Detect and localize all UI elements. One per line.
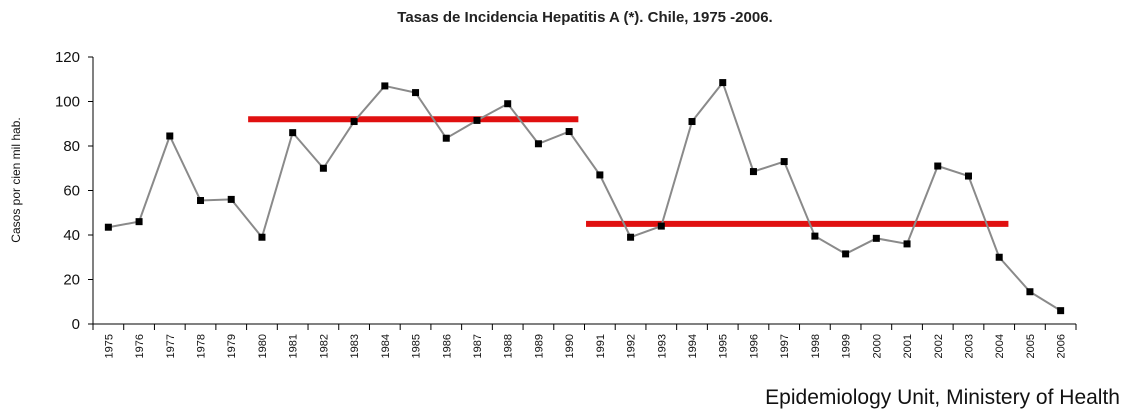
y-tick-label: 20 [63,272,80,289]
x-tick-label: 2000 [871,334,883,358]
data-point [749,168,757,176]
data-point [719,79,727,87]
x-tick-label: 1987 [472,334,484,358]
x-tick-label: 1977 [165,334,177,358]
data-point [565,128,573,136]
x-tick-label: 1992 [626,334,638,358]
x-tick-label: 2004 [994,334,1006,358]
x-tick-label: 2006 [1056,334,1068,358]
reference-lines [248,116,1009,227]
data-point [657,222,665,230]
x-tick-label: 1981 [288,334,300,358]
source-note: Epidemiology Unit, Ministery of Health [765,386,1120,409]
x-tick-label: 1978 [196,334,208,358]
x-tick-label: 1995 [718,334,730,358]
data-point [872,234,880,242]
data-point [197,197,205,205]
x-tick-label: 1996 [748,334,760,358]
x-tick-label: 1998 [810,334,822,358]
x-tick-label: 1989 [533,334,545,358]
y-tick-label: 60 [63,183,80,200]
data-point [1057,307,1065,315]
data-point [350,118,358,126]
data-point [811,232,819,240]
data-point [1026,288,1034,296]
x-tick-label: 1988 [503,334,515,358]
y-axis-label: Casos por cien mil hab. [9,117,23,242]
data-point [964,172,972,180]
x-tick-label: 1979 [226,334,238,358]
data-point [227,195,235,203]
data-point [627,233,635,241]
y-tick-label: 80 [63,138,80,155]
x-tick-label: 1984 [380,334,392,358]
x-tick-label: 1997 [779,334,791,358]
x-tick-label: 2002 [933,334,945,358]
x-tick-label: 1982 [318,334,330,358]
data-point [412,89,420,97]
x-tick-label: 1986 [441,334,453,358]
x-tick-label: 1975 [103,334,115,358]
x-tick-label: 1976 [134,334,146,358]
series-line [108,80,1062,312]
data-point [473,116,481,124]
x-tick-label: 1983 [349,334,361,358]
data-point [903,240,911,248]
y-tick-label: 40 [63,227,80,244]
data-point [534,140,542,148]
x-tick-label: 1985 [411,334,423,358]
data-point [166,132,174,140]
series-group [104,79,1065,315]
data-point [135,218,143,226]
x-tick-label: 1994 [687,334,699,358]
data-point [780,158,788,166]
y-axis-label-group: Casos por cien mil hab. [9,117,23,242]
data-point [442,134,450,142]
x-ticks: 1975 1976 1977 1978 1979 1980 1981 1982 1983 1984… [92,324,1077,358]
x-tick-label: 1990 [564,334,576,358]
data-point [842,250,850,258]
data-point [596,171,604,179]
x-tick-label: 1991 [595,334,607,358]
chart-title: Tasas de Incidencia Hepatitis A (*). Chi… [397,9,772,26]
data-point [688,118,696,126]
x-tick-label: 1999 [841,334,853,358]
x-tick-label: 2005 [1025,334,1037,358]
y-tick-label: 120 [55,49,80,66]
x-tick-label: 2001 [902,334,914,358]
data-point [504,100,512,108]
y-ticks: 0 20 40 60 80 100 120 [55,49,93,333]
y-tick-label: 100 [55,94,80,111]
data-point [934,162,942,170]
data-point [258,233,266,241]
data-point [995,253,1003,261]
x-tick-label: 1980 [257,334,269,358]
data-point [381,82,389,90]
data-point [319,164,327,172]
data-point [104,223,112,231]
data-point [289,129,297,137]
y-tick-label: 0 [72,316,80,333]
x-tick-label: 2003 [963,334,975,358]
x-tick-label: 1993 [656,334,668,358]
